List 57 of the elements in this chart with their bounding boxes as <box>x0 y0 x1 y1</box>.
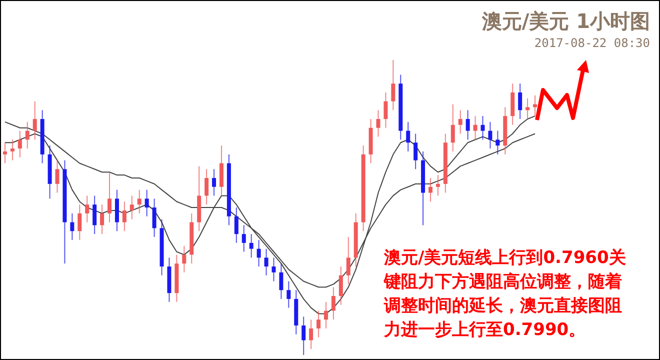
candlestick <box>130 195 134 220</box>
candlestick <box>324 301 328 329</box>
candlestick <box>286 280 291 308</box>
candlestick <box>78 204 82 240</box>
candlestick <box>316 310 321 338</box>
candlestick <box>450 104 455 152</box>
candlestick <box>473 116 478 140</box>
candlestick <box>108 172 112 223</box>
candlestick <box>122 201 126 232</box>
candlestick <box>219 145 224 196</box>
candlestick <box>428 178 432 202</box>
candlestick <box>212 168 216 196</box>
candlestick <box>526 98 530 120</box>
candlestick <box>302 316 306 356</box>
candlestick <box>25 121 30 149</box>
candlestick <box>309 319 314 350</box>
candlestick <box>376 110 380 138</box>
candlestick <box>518 83 522 120</box>
candlestick <box>137 189 142 214</box>
candlestick <box>100 204 104 235</box>
candlestick <box>406 121 410 152</box>
candlestick <box>279 263 284 300</box>
candlestick <box>152 198 156 238</box>
candlestick <box>92 195 97 235</box>
chart-title: 澳元/美元 1小时图 <box>480 9 650 33</box>
candlestick <box>338 266 343 306</box>
candlestick <box>144 189 149 217</box>
candlestick <box>204 168 209 206</box>
candlestick <box>264 248 268 276</box>
candlestick <box>242 224 246 252</box>
candlestick <box>458 110 462 134</box>
candlestick <box>3 142 7 164</box>
candlestick <box>436 174 440 196</box>
candlestick <box>466 110 470 140</box>
candlestick <box>234 207 238 244</box>
candlestick <box>256 239 261 267</box>
candlestick <box>182 245 186 273</box>
candlestick <box>510 83 515 126</box>
candlestick <box>10 139 14 161</box>
candlestick <box>480 116 485 140</box>
candlestick <box>331 286 336 320</box>
candlestick <box>32 100 37 140</box>
annotation: 澳元/美元短线上行到0.7960关键阻力下方遇阻高位调整，随着调整时间的延长，澳元直接图阻力进一步上行至0.7990。 <box>384 247 627 342</box>
candlestick <box>70 212 74 240</box>
candlestick <box>249 234 254 258</box>
candlestick <box>85 195 90 223</box>
candlestick <box>346 236 350 285</box>
candlestick <box>18 130 22 158</box>
candlestick <box>384 92 388 128</box>
candlestick <box>414 133 418 170</box>
candlestick <box>272 257 276 282</box>
candlestick <box>55 160 60 194</box>
candlestick <box>114 189 119 232</box>
text: 2017-08-22 08:30 <box>534 36 650 50</box>
candlestick <box>496 130 500 155</box>
candlestick <box>488 121 492 149</box>
candlestick <box>391 60 396 111</box>
